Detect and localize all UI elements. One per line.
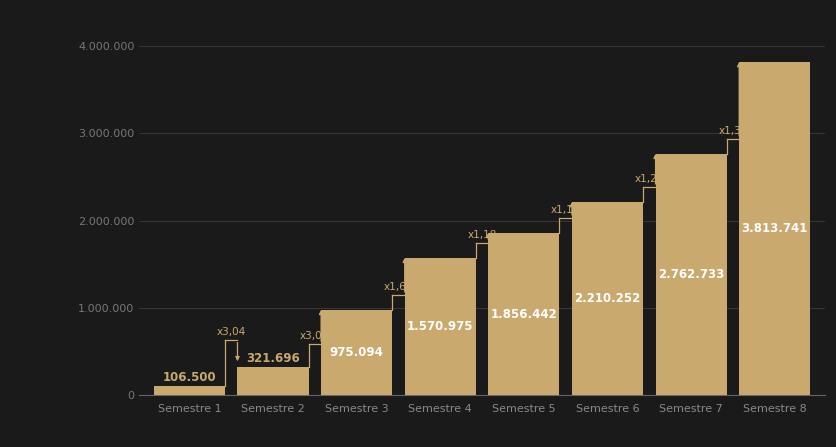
Text: 106.500: 106.500 <box>162 371 217 384</box>
Bar <box>572 202 643 395</box>
Bar <box>154 386 225 395</box>
Text: x3,04: x3,04 <box>217 327 246 337</box>
Bar <box>405 258 476 395</box>
Text: 321.696: 321.696 <box>246 352 300 365</box>
Text: x1,18: x1,18 <box>467 230 497 240</box>
Text: x1,38: x1,38 <box>718 126 747 135</box>
Text: x1,19: x1,19 <box>551 205 580 215</box>
Bar <box>655 154 726 395</box>
Text: 2.762.733: 2.762.733 <box>658 268 724 281</box>
Text: 975.094: 975.094 <box>329 346 384 359</box>
Bar <box>488 233 559 395</box>
Text: 1.570.975: 1.570.975 <box>407 320 473 333</box>
Text: 3.813.741: 3.813.741 <box>742 222 808 235</box>
Text: 1.856.442: 1.856.442 <box>491 308 558 320</box>
Text: x1,61: x1,61 <box>384 282 413 291</box>
Bar <box>321 310 392 395</box>
Text: 2.210.252: 2.210.252 <box>574 292 640 305</box>
Text: x3,03: x3,03 <box>300 331 329 341</box>
Text: x1,24: x1,24 <box>635 174 664 184</box>
Bar <box>237 367 308 395</box>
Bar <box>739 62 810 395</box>
